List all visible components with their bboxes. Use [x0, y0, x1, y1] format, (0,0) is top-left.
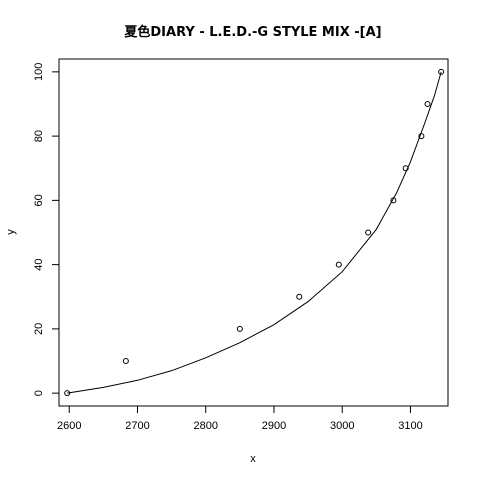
data-point [402, 165, 409, 172]
fit-line [67, 71, 442, 394]
data-point [296, 293, 303, 300]
x-axis-label: x [250, 453, 256, 465]
y-tick-label: 20 [33, 323, 45, 335]
x-tick-label: 3100 [398, 420, 422, 432]
x-axis: 2600 2700 2800 2900 3000 3100 [57, 406, 423, 432]
y-tick-label: 100 [33, 63, 45, 81]
plot-frame [58, 58, 449, 407]
y-axis-label: y [5, 229, 17, 235]
fit-line-layer [67, 71, 442, 394]
x-tick-label: 2800 [193, 420, 217, 432]
data-point [418, 133, 425, 140]
y-tick-label: 60 [33, 194, 45, 206]
data-point [122, 358, 129, 365]
data-point [64, 390, 71, 397]
data-point [335, 261, 342, 268]
data-point [424, 100, 431, 107]
data-point [236, 325, 243, 332]
y-tick-label: 40 [33, 259, 45, 271]
x-tick-label: 2600 [57, 420, 81, 432]
y-axis: 0 20 40 60 80 100 [33, 63, 59, 396]
data-point [365, 229, 372, 236]
y-tick-label: 80 [33, 130, 45, 142]
x-tick-label: 2700 [125, 420, 149, 432]
x-tick-label: 2900 [262, 420, 286, 432]
y-tick-label: 0 [33, 390, 45, 396]
points-layer [64, 68, 445, 397]
x-tick-label: 3000 [330, 420, 354, 432]
data-point [390, 197, 397, 204]
chart-title: 夏色DIARY - L.E.D.-G STYLE MIX -[A] [123, 24, 381, 40]
data-point [438, 68, 445, 75]
